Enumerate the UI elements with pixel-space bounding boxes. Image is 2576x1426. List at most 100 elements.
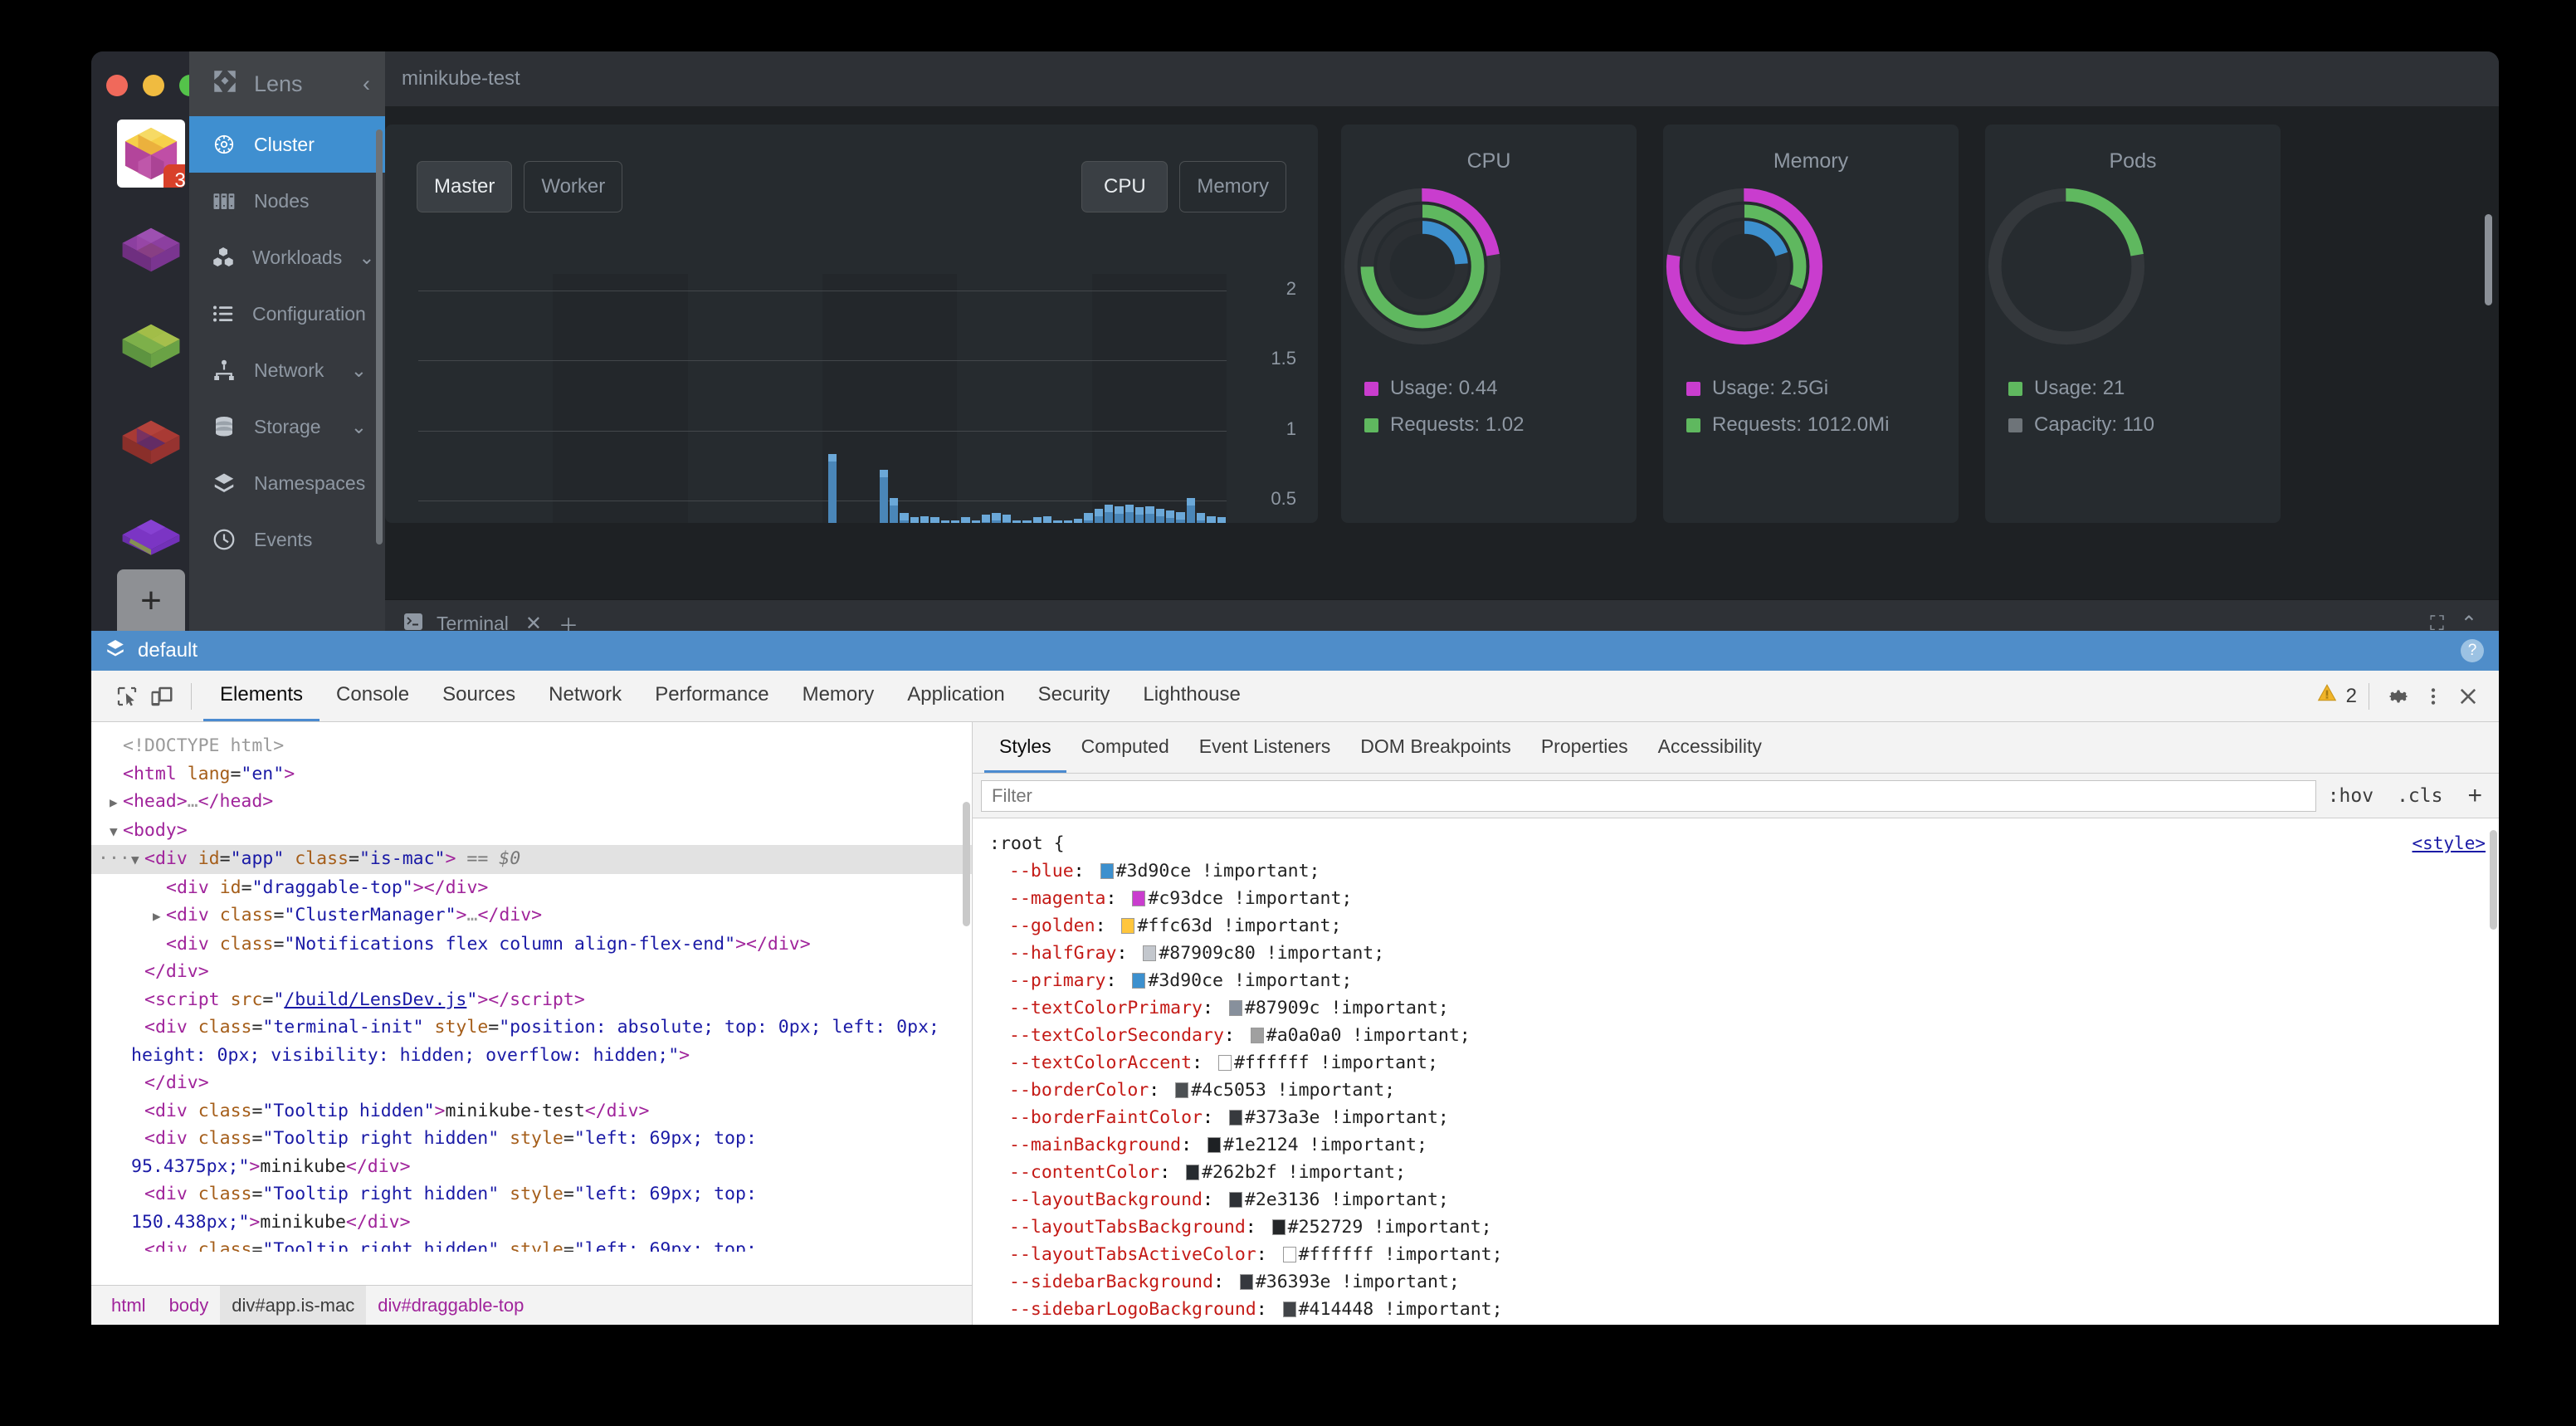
css-declaration[interactable]: --layoutTabsActiveColor: #ffffff !import… xyxy=(1009,1244,1503,1265)
chevron-down-icon[interactable]: ⌄ xyxy=(359,246,375,268)
filter-cpu-button[interactable]: CPU xyxy=(1081,161,1168,212)
tab-computed[interactable]: Computed xyxy=(1081,735,1169,757)
dom-node-line[interactable]: ▼ <body> xyxy=(110,819,188,841)
dom-node-line[interactable]: ▶ <head>…</head> xyxy=(110,791,274,812)
tab-memory[interactable]: Memory xyxy=(802,683,875,706)
color-swatch[interactable] xyxy=(1186,1165,1200,1180)
dom-node-line[interactable]: <div class="Tooltip right hidden" style=… xyxy=(131,1128,768,1177)
tab-application[interactable]: Application xyxy=(907,683,1005,706)
tab-accessibility[interactable]: Accessibility xyxy=(1657,735,1762,757)
breadcrumb-item[interactable]: div#app.is-mac xyxy=(220,1285,367,1325)
dom-node-line[interactable]: <html lang="en"> xyxy=(123,763,295,784)
styles-scrollbar[interactable] xyxy=(2490,830,2497,930)
toggle-hover-state-button[interactable]: :hov xyxy=(2327,784,2374,807)
css-declaration[interactable]: --sidebarBackground: #36393e !important; xyxy=(1009,1272,1460,1292)
dom-tree[interactable]: <!DOCTYPE html> <html lang="en"> ▶ <head>…<… xyxy=(91,722,972,1252)
close-icon[interactable]: ✕ xyxy=(524,613,543,635)
cluster-icon-cluster-purple[interactable] xyxy=(117,216,185,284)
filter-memory-button[interactable]: Memory xyxy=(1179,161,1286,212)
tab-network[interactable]: Network xyxy=(549,683,622,706)
dom-node-line[interactable]: <!DOCTYPE html> xyxy=(123,735,285,756)
breadcrumb-item[interactable]: html xyxy=(111,1294,146,1316)
color-swatch[interactable] xyxy=(1282,1247,1296,1262)
cluster-icon-cluster-violet[interactable] xyxy=(117,505,185,573)
warning-indicator[interactable]: 2 xyxy=(2316,682,2357,710)
css-declaration[interactable]: --textColorPrimary: #87909c !important; xyxy=(1009,998,1449,1018)
color-swatch[interactable] xyxy=(1271,1219,1286,1235)
color-swatch[interactable] xyxy=(1208,1137,1221,1153)
color-swatch[interactable] xyxy=(1228,1110,1242,1126)
tab-console[interactable]: Console xyxy=(336,683,410,706)
close-window-button[interactable] xyxy=(106,75,128,96)
fullscreen-icon[interactable]: ⛶ xyxy=(2430,612,2444,635)
sidebar-scrollbar[interactable] xyxy=(376,129,383,545)
dom-node-line[interactable]: </div> xyxy=(144,961,209,982)
css-declaration[interactable]: --mainBackground: #1e2124 !important; xyxy=(1009,1135,1427,1155)
tab-elements[interactable]: Elements xyxy=(203,671,320,721)
dom-node-line[interactable]: ··· ▼ <div id="app" class="is-mac"> == $0 xyxy=(91,845,972,874)
css-declaration[interactable]: --borderFaintColor: #373a3e !important; xyxy=(1009,1107,1449,1128)
sidebar-item-namespaces[interactable]: Namespaces xyxy=(189,455,385,511)
css-declaration[interactable]: --blue: #3d90ce !important; xyxy=(1009,861,1320,881)
dom-tree-scrollbar[interactable] xyxy=(963,802,970,926)
tab-event-listeners[interactable]: Event Listeners xyxy=(1198,735,1331,757)
tab-styles[interactable]: Styles xyxy=(984,723,1066,773)
styles-filter-input[interactable]: Filter xyxy=(981,779,2316,812)
color-swatch[interactable] xyxy=(1228,1000,1242,1016)
color-swatch[interactable] xyxy=(1143,945,1157,961)
dom-node-line[interactable]: <div class="Tooltip right hidden" style=… xyxy=(131,1184,768,1233)
sidebar-item-events[interactable]: Events xyxy=(189,511,385,568)
css-declaration[interactable]: --halfGray: #87909c80 !important; xyxy=(1009,943,1385,964)
new-style-rule-button[interactable]: + xyxy=(2467,781,2482,809)
more-vertical-icon[interactable] xyxy=(2416,679,2451,714)
sidebar-item-configuration[interactable]: Configuration ⌄ xyxy=(189,286,398,342)
chevron-left-icon[interactable]: ‹ xyxy=(363,71,370,96)
cluster-icon-minikube-test[interactable]: 3 xyxy=(117,120,185,188)
dom-node-line[interactable]: <div class="Notifications flex column al… xyxy=(166,933,811,955)
color-swatch[interactable] xyxy=(1239,1274,1253,1290)
overview-scrollbar[interactable] xyxy=(2485,214,2492,305)
css-declaration[interactable]: --magenta: #c93dce !important; xyxy=(1009,888,1353,909)
color-swatch[interactable] xyxy=(1132,973,1146,989)
color-swatch[interactable] xyxy=(1250,1028,1264,1043)
css-declaration[interactable]: --contentColor: #262b2f !important; xyxy=(1009,1162,1407,1183)
css-declaration[interactable]: --layoutBackground: #2e3136 !important; xyxy=(1009,1189,1449,1210)
css-declaration[interactable]: --golden: #ffc63d !important; xyxy=(1009,916,1342,936)
chevron-down-icon[interactable]: ⌄ xyxy=(350,359,367,381)
style-source-link[interactable]: <style> xyxy=(2412,833,2486,853)
sidebar-item-cluster[interactable]: Cluster xyxy=(189,116,385,173)
cpu-usage-bar-chart[interactable] xyxy=(418,274,1227,523)
terminal-tab[interactable]: Terminal xyxy=(403,613,509,636)
css-declaration[interactable]: --textColorAccent: #ffffff !important; xyxy=(1009,1052,1438,1073)
dom-node-line[interactable]: </div> xyxy=(144,1072,209,1093)
color-swatch[interactable] xyxy=(1121,918,1135,934)
css-declaration[interactable]: --primary: #3d90ce !important; xyxy=(1009,970,1353,991)
dom-node-line[interactable]: <div class="terminal-init" style="positi… xyxy=(131,1017,950,1066)
css-declaration[interactable]: --textColorSecondary: #a0a0a0 !important… xyxy=(1009,1025,1471,1046)
help-icon[interactable]: ? xyxy=(2461,639,2484,662)
cluster-icon-cluster-red[interactable] xyxy=(117,408,185,476)
minimize-window-button[interactable] xyxy=(143,75,164,96)
color-swatch[interactable] xyxy=(1100,863,1114,879)
sidebar-item-workloads[interactable]: Workloads ⌄ xyxy=(189,229,385,286)
color-swatch[interactable] xyxy=(1217,1055,1232,1071)
chevron-up-icon[interactable]: ⌃ xyxy=(2460,613,2477,635)
css-declaration[interactable]: --layoutTabsBackground: #252729 !importa… xyxy=(1009,1217,1492,1238)
add-cluster-button[interactable]: + xyxy=(117,569,185,637)
tab-dom-breakpoints[interactable]: DOM Breakpoints xyxy=(1360,735,1511,757)
dom-node-line[interactable]: <script src="/build/LensDev.js"></script… xyxy=(144,989,585,1010)
filter-worker-button[interactable]: Worker xyxy=(524,161,623,212)
cluster-icon-cluster-green[interactable] xyxy=(117,312,185,380)
close-icon[interactable] xyxy=(2451,679,2486,714)
tab-properties[interactable]: Properties xyxy=(1540,735,1628,757)
dom-node-line[interactable]: <div id="draggable-top"></div> xyxy=(166,877,489,898)
chevron-down-icon[interactable]: ⌄ xyxy=(350,415,367,437)
color-swatch[interactable] xyxy=(1228,1192,1242,1208)
color-swatch[interactable] xyxy=(1175,1082,1189,1098)
dom-node-line[interactable]: <div class="Tooltip hidden">minikube-tes… xyxy=(144,1100,650,1121)
device-toolbar-icon[interactable] xyxy=(144,679,179,714)
gear-icon[interactable] xyxy=(2381,679,2416,714)
tab-sources[interactable]: Sources xyxy=(442,683,516,706)
filter-master-button[interactable]: Master xyxy=(417,161,513,212)
tab-performance[interactable]: Performance xyxy=(655,683,769,706)
